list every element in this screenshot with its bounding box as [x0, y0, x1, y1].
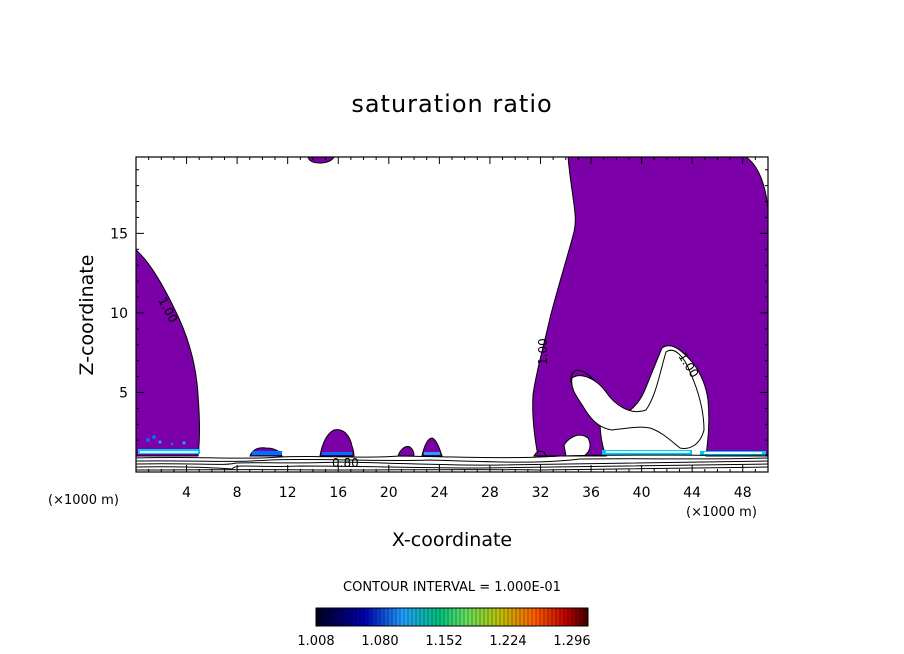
colorbar-stripes [319, 608, 585, 626]
x-tick-label: 44 [683, 485, 701, 501]
x-tick-label: 12 [279, 485, 297, 501]
unsaturated-pocket [571, 349, 705, 449]
y-tick-label: 10 [110, 306, 128, 322]
x-axis-label: X-coordinate [392, 529, 512, 551]
high-value-band [138, 435, 766, 456]
unsaturated-notch [563, 434, 591, 457]
colorbar-tick-label: 1.080 [361, 634, 398, 649]
y-tick-label: 15 [110, 226, 128, 242]
top-patch [307, 157, 335, 164]
colorbar-gradient [315, 607, 589, 627]
y-axis-label: Z-coordinate [76, 255, 98, 376]
contour-field: 1.00 1.00 1.00 0.80 [136, 157, 768, 471]
y-tick-label: 5 [119, 385, 128, 401]
saturated-region-left [136, 249, 200, 457]
x-unit-label-left: (×1000 m) [48, 493, 119, 508]
colorbar-tick-label: 1.224 [489, 634, 526, 649]
x-tick-label: 8 [233, 485, 242, 501]
x-tick-label: 28 [481, 485, 499, 501]
x-axis: 4 8 12 16 20 24 28 32 36 40 44 48 [148, 157, 756, 501]
chart-title: saturation ratio [351, 90, 552, 118]
colorbar-tick-label: 1.152 [425, 634, 462, 649]
x-tick-label: 32 [532, 485, 550, 501]
contour-interval: CONTOUR INTERVAL = 1.000E-01 [343, 580, 561, 595]
cell-16km [319, 429, 355, 457]
cell-32km [533, 450, 547, 457]
x-tick-label: 36 [582, 485, 600, 501]
x-tick-label: 48 [734, 485, 752, 501]
surface-contours [136, 454, 768, 471]
x-tick-label: 4 [182, 485, 191, 501]
y-axis: 5 10 15 [110, 169, 768, 457]
colorbar: 1.008 1.080 1.152 1.224 1.296 [297, 607, 591, 649]
x-tick-label: 20 [380, 485, 398, 501]
contour-label-mid: 1.00 [536, 338, 550, 365]
cell-22km [397, 446, 415, 457]
x-tick-label: 24 [430, 485, 448, 501]
colorbar-ticks: 1.008 1.080 1.152 1.224 1.296 [297, 634, 590, 649]
x-tick-label: 40 [633, 485, 651, 501]
contour-label-low: 0.80 [332, 456, 359, 470]
x-tick-label: 16 [329, 485, 347, 501]
colorbar-tick-label: 1.296 [553, 634, 590, 649]
colorbar-tick-label: 1.008 [297, 634, 334, 649]
cell-24km [421, 437, 443, 457]
x-unit-label-right: (×1000 m) [686, 505, 757, 520]
